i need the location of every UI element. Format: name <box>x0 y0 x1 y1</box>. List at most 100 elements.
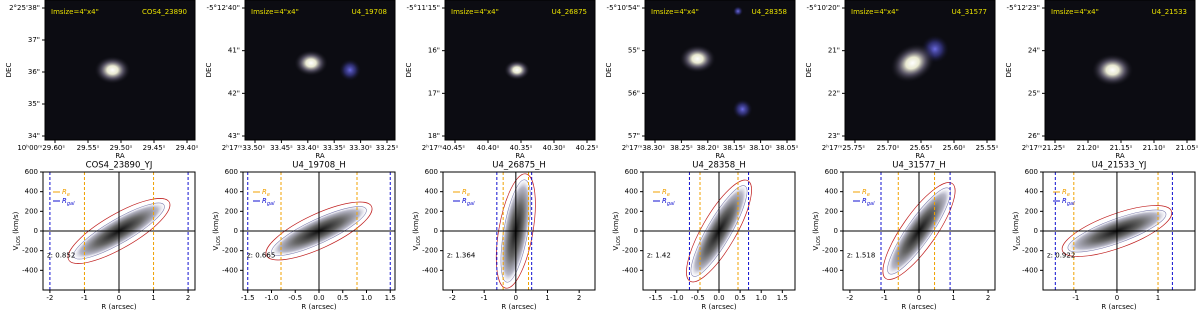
y-tick-label: -200 <box>22 247 38 255</box>
x-tick-label: -2 <box>449 294 456 302</box>
x-tick-label: 0.0 <box>713 294 724 302</box>
ylabel-unit: (km/s) <box>812 211 820 234</box>
companion <box>339 59 361 81</box>
legend-main: R <box>862 188 867 196</box>
y-tick-label: -200 <box>822 247 838 255</box>
y-axis-label: DEC <box>805 63 813 78</box>
y-tick-label: 35" <box>28 100 40 108</box>
x-tick-label: 2ʰ17ᵐ33.50ˢ <box>222 144 266 152</box>
x-tick-label: -1.5 <box>649 294 663 302</box>
y-tick-label: -400 <box>422 266 438 274</box>
legend-label: Rgal <box>462 197 475 207</box>
y-tick-label: 0 <box>34 227 38 235</box>
ylabel-sub: LOS <box>816 236 822 246</box>
legend-label: Rgal <box>62 197 75 207</box>
imsize-label: Imsize=4"x4" <box>851 8 899 16</box>
x-tick-label: 2 <box>577 294 581 302</box>
ylabel-sub: LOS <box>16 236 22 246</box>
y-tick-label: -400 <box>622 266 638 274</box>
x-tick-label: 1.5 <box>777 294 788 302</box>
y-tick-label: 16" <box>428 47 440 55</box>
x-axis-label: RA <box>315 152 325 160</box>
object-id: U4_31577 <box>952 8 987 16</box>
y-tick-label: 600 <box>825 168 838 176</box>
y-tick-label: 0 <box>634 227 638 235</box>
y-tick-label: 23" <box>828 132 840 140</box>
legend-sub: gal <box>267 201 275 207</box>
x-tick-label: -1 <box>1072 294 1079 302</box>
object-id: U4_21533 <box>1152 8 1187 16</box>
legend-label: Re <box>62 188 70 198</box>
y-tick-label: 200 <box>1025 207 1038 215</box>
y-tick-label: 2°25'38" <box>9 4 40 12</box>
y-axis-label: VLOS (km/s) <box>212 211 222 250</box>
y-axis-label: VLOS (km/s) <box>1012 211 1022 250</box>
y-tick-label: -200 <box>422 247 438 255</box>
redshift-label: z: 0.665 <box>247 252 275 260</box>
y-tick-label: 600 <box>25 168 38 176</box>
x-tick-label: 0.0 <box>313 294 324 302</box>
x-tick-label: 0.5 <box>337 294 348 302</box>
ylabel-sub: LOS <box>1016 236 1022 246</box>
legend-main: R <box>462 188 467 196</box>
y-axis-label: VLOS (km/s) <box>412 211 422 250</box>
pv-title: U4_19708_H <box>292 161 346 171</box>
y-tick-label: 36" <box>28 68 40 76</box>
x-axis-label: RA <box>515 152 525 160</box>
galaxy <box>94 56 131 84</box>
pv-border <box>642 171 796 291</box>
y-tick-label: 200 <box>25 207 38 215</box>
legend-sub: e <box>867 192 870 198</box>
x-tick-label: 38.15ˢ <box>723 144 746 152</box>
y-tick-label: 22" <box>828 89 840 97</box>
x-tick-label: 0.5 <box>735 294 746 302</box>
y-tick-label: 400 <box>625 188 638 196</box>
y-tick-label: 18" <box>428 132 440 140</box>
x-tick-label: 1 <box>545 294 549 302</box>
ylabel-main: V <box>812 245 820 250</box>
legend-label: Re <box>462 188 470 198</box>
pv-border <box>442 171 596 291</box>
x-tick-label: 38.10ˢ <box>749 144 772 152</box>
y-tick-label: 26" <box>1028 132 1040 140</box>
y-tick-label: 200 <box>825 207 838 215</box>
redshift-label: z: 1.364 <box>447 252 476 260</box>
y-tick-label: 34" <box>28 132 40 140</box>
legend-label: Re <box>662 188 670 198</box>
x-tick-label: -1 <box>481 294 488 302</box>
y-axis-label: DEC <box>205 63 213 78</box>
object-id: U4_26875 <box>552 8 587 16</box>
x-tick-label: 25.65ˢ <box>910 144 933 152</box>
legend-sub: e <box>1067 192 1070 198</box>
legend-main: R <box>62 188 67 196</box>
legend-main: R <box>462 197 467 205</box>
y-tick-label: 21" <box>828 47 840 55</box>
y-axis-label: DEC <box>1005 63 1013 78</box>
pv-contour <box>495 173 536 289</box>
x-tick-label: 25.70ˢ <box>877 144 900 152</box>
y-tick-label: 42" <box>228 89 240 97</box>
redshift-label: z: 0.852 <box>47 252 75 260</box>
redshift-label: z: 1.518 <box>847 252 875 260</box>
legend-sub: gal <box>1067 201 1075 207</box>
pv-border <box>1042 171 1196 291</box>
y-tick-label: 600 <box>225 168 238 176</box>
x-tick-label: 38.25ˢ <box>670 144 693 152</box>
x-tick-label: 1.0 <box>361 294 372 302</box>
imsize-label: Imsize=4"x4" <box>451 8 499 16</box>
ylabel-unit: (km/s) <box>212 211 220 234</box>
imsize-label: Imsize=4"x4" <box>1051 8 1099 16</box>
ylabel-unit: (km/s) <box>12 211 20 234</box>
y-tick-label: -400 <box>1022 266 1038 274</box>
pv-title: U4_21533_YJ <box>1092 161 1147 171</box>
x-axis-label: R (arcsec) <box>901 303 936 311</box>
x-tick-label: 21.15ˢ <box>1110 144 1133 152</box>
x-tick-label: -2 <box>46 294 53 302</box>
galaxy <box>679 44 716 73</box>
x-tick-label: -0.5 <box>288 294 302 302</box>
x-tick-label: 21.10ˢ <box>1143 144 1166 152</box>
x-tick-label: 1 <box>1156 294 1160 302</box>
x-tick-label: -2 <box>846 294 853 302</box>
ylabel-main: V <box>412 245 420 250</box>
x-tick-label: 33.35ˢ <box>323 144 346 152</box>
